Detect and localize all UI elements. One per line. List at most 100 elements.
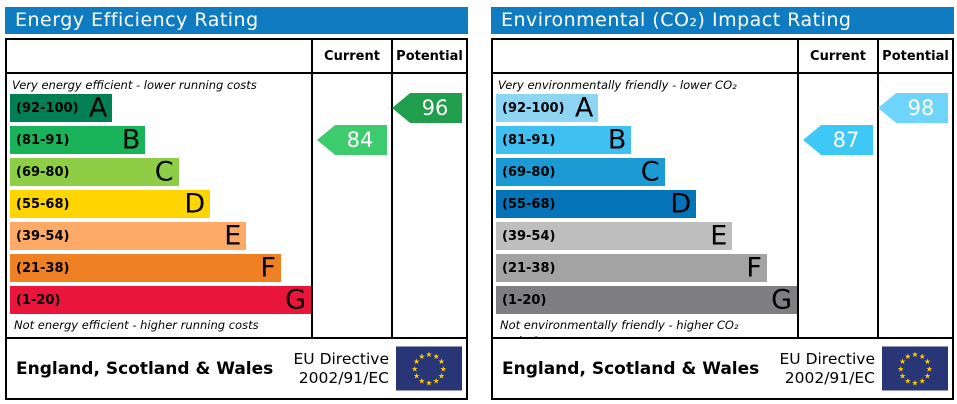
- energy-band-c: (69-80) C: [10, 158, 179, 186]
- energy-bands-area: Very energy efficient - lower running co…: [7, 74, 311, 337]
- svg-text:★: ★: [433, 352, 440, 361]
- co2-top-caption: Very environmentally friendly - lower CO…: [498, 78, 737, 108]
- energy-band-b: (81-91) B: [10, 124, 146, 156]
- co2-current-column-header: Current: [797, 40, 877, 74]
- energy-current-arrow: 84: [317, 125, 387, 155]
- energy-band-e-letter: E: [224, 220, 242, 252]
- energy-band-a-letter: A: [88, 92, 108, 124]
- svg-text:★: ★: [438, 357, 445, 366]
- co2-header-spacer: [493, 40, 797, 74]
- co2-band-a-letter: A: [574, 92, 594, 124]
- energy-eu-directive-line1: EU Directive: [293, 349, 390, 368]
- co2-band-g-range: (1-20): [502, 292, 547, 308]
- co2-band-e: (39-54) E: [496, 220, 733, 252]
- svg-text:★: ★: [912, 379, 919, 388]
- co2-band-e-range: (39-54): [502, 228, 556, 244]
- co2-band-d-range: (55-68): [502, 196, 556, 212]
- energy-band-f-letter: F: [260, 252, 276, 284]
- energy-band-b-letter: B: [121, 124, 141, 156]
- co2-band-b: (81-91) B: [496, 124, 632, 156]
- energy-region-label: England, Scotland & Wales: [16, 358, 274, 379]
- energy-band-g-range: (1-20): [16, 292, 61, 308]
- energy-current-column-header: Current: [311, 40, 391, 74]
- co2-potential-column-header: Potential: [877, 40, 952, 74]
- energy-band-d-range: (55-68): [16, 196, 70, 212]
- co2-potential-value: 98: [907, 96, 935, 120]
- co2-potential-column: 98: [877, 74, 952, 337]
- co2-band-g-letter: G: [771, 284, 792, 316]
- svg-text:★: ★: [919, 377, 926, 386]
- co2-band-b-range: (81-91): [502, 132, 556, 148]
- co2-band-f-letter: F: [746, 252, 762, 284]
- energy-top-caption: Very energy efficient - lower running co…: [12, 78, 257, 92]
- svg-text:★: ★: [924, 371, 931, 380]
- svg-text:★: ★: [418, 352, 425, 361]
- svg-text:★: ★: [926, 364, 933, 373]
- co2-current-arrow: 87: [803, 125, 873, 155]
- co2-eu-directive-line2: 2002/91/EC: [784, 368, 875, 387]
- energy-eu-directive-label: EU Directive 2002/91/EC: [294, 350, 390, 387]
- co2-band-d: (55-68) D: [496, 188, 697, 220]
- energy-potential-column: 96: [391, 74, 466, 337]
- energy-band-a-range: (92-100): [16, 100, 79, 116]
- co2-band-f-range: (21-38): [502, 260, 556, 276]
- co2-footer: England, Scotland & Wales EU Directive 2…: [493, 337, 952, 398]
- svg-text:★: ★: [440, 364, 447, 373]
- svg-text:★: ★: [411, 364, 418, 373]
- co2-band-a: (92-100) A: [496, 92, 599, 124]
- svg-text:★: ★: [924, 357, 931, 366]
- co2-current-column: 87: [797, 74, 877, 337]
- svg-text:★: ★: [426, 379, 433, 388]
- co2-band-g: (1-20) G: [496, 286, 797, 314]
- svg-text:★: ★: [899, 357, 906, 366]
- co2-eu-directive-line1: EU Directive: [779, 349, 876, 368]
- energy-bottom-caption: Not energy efficient - higher running co…: [14, 318, 259, 332]
- co2-band-c: (69-80) C: [496, 158, 665, 186]
- co2-rating-table: Current Potential Very environmentally f…: [491, 38, 954, 400]
- svg-text:★: ★: [426, 350, 433, 359]
- energy-current-column: 84: [311, 74, 391, 337]
- energy-band-e-range: (39-54): [16, 228, 70, 244]
- energy-band-b-range: (81-91): [16, 132, 70, 148]
- svg-text:★: ★: [413, 371, 420, 380]
- energy-panel-title: Energy Efficiency Rating: [5, 7, 468, 34]
- svg-text:★: ★: [413, 357, 420, 366]
- energy-efficiency-panel: Energy Efficiency Rating Current Potenti…: [5, 7, 468, 400]
- co2-band-c-range: (69-80): [502, 164, 556, 180]
- co2-region-label: England, Scotland & Wales: [502, 358, 760, 379]
- svg-text:★: ★: [438, 371, 445, 380]
- svg-text:★: ★: [904, 352, 911, 361]
- co2-band-d-letter: D: [670, 188, 692, 220]
- co2-band-f: (21-38) F: [496, 254, 767, 282]
- energy-band-c-letter: C: [154, 156, 174, 188]
- energy-band-d: (55-68) D: [10, 190, 211, 218]
- energy-band-f-range: (21-38): [16, 260, 70, 276]
- energy-footer: England, Scotland & Wales EU Directive 2…: [7, 337, 466, 398]
- co2-bands-area: Very environmentally friendly - lower CO…: [493, 74, 797, 337]
- co2-band-c-letter: C: [640, 156, 660, 188]
- energy-potential-value: 96: [421, 96, 449, 120]
- co2-band-b-letter: B: [607, 124, 627, 156]
- energy-band-f: (21-38) F: [10, 254, 281, 282]
- energy-band-a: (92-100) A: [10, 92, 113, 124]
- energy-band-g: (1-20) G: [10, 286, 311, 314]
- energy-band-g-letter: G: [285, 284, 306, 316]
- energy-band-e: (39-54) E: [10, 220, 247, 252]
- co2-eu-directive-label: EU Directive 2002/91/EC: [780, 350, 876, 387]
- energy-eu-directive-line2: 2002/91/EC: [298, 368, 389, 387]
- svg-text:★: ★: [912, 350, 919, 359]
- co2-current-value: 87: [832, 128, 860, 152]
- co2-panel-title: Environmental (CO₂) Impact Rating: [491, 7, 954, 34]
- co2-band-e-letter: E: [710, 220, 728, 252]
- svg-text:★: ★: [897, 364, 904, 373]
- energy-band-c-range: (69-80): [16, 164, 70, 180]
- energy-potential-column-header: Potential: [391, 40, 466, 74]
- eu-flag-icon: ★ ★ ★★ ★★ ★★ ★★ ★★: [396, 346, 462, 391]
- energy-potential-arrow: 96: [392, 93, 462, 123]
- svg-text:★: ★: [899, 371, 906, 380]
- co2-bottom-caption: Not environmentally friendly - higher CO…: [500, 318, 739, 337]
- svg-text:★: ★: [904, 377, 911, 386]
- svg-text:★: ★: [418, 377, 425, 386]
- co2-potential-arrow: 98: [878, 93, 948, 123]
